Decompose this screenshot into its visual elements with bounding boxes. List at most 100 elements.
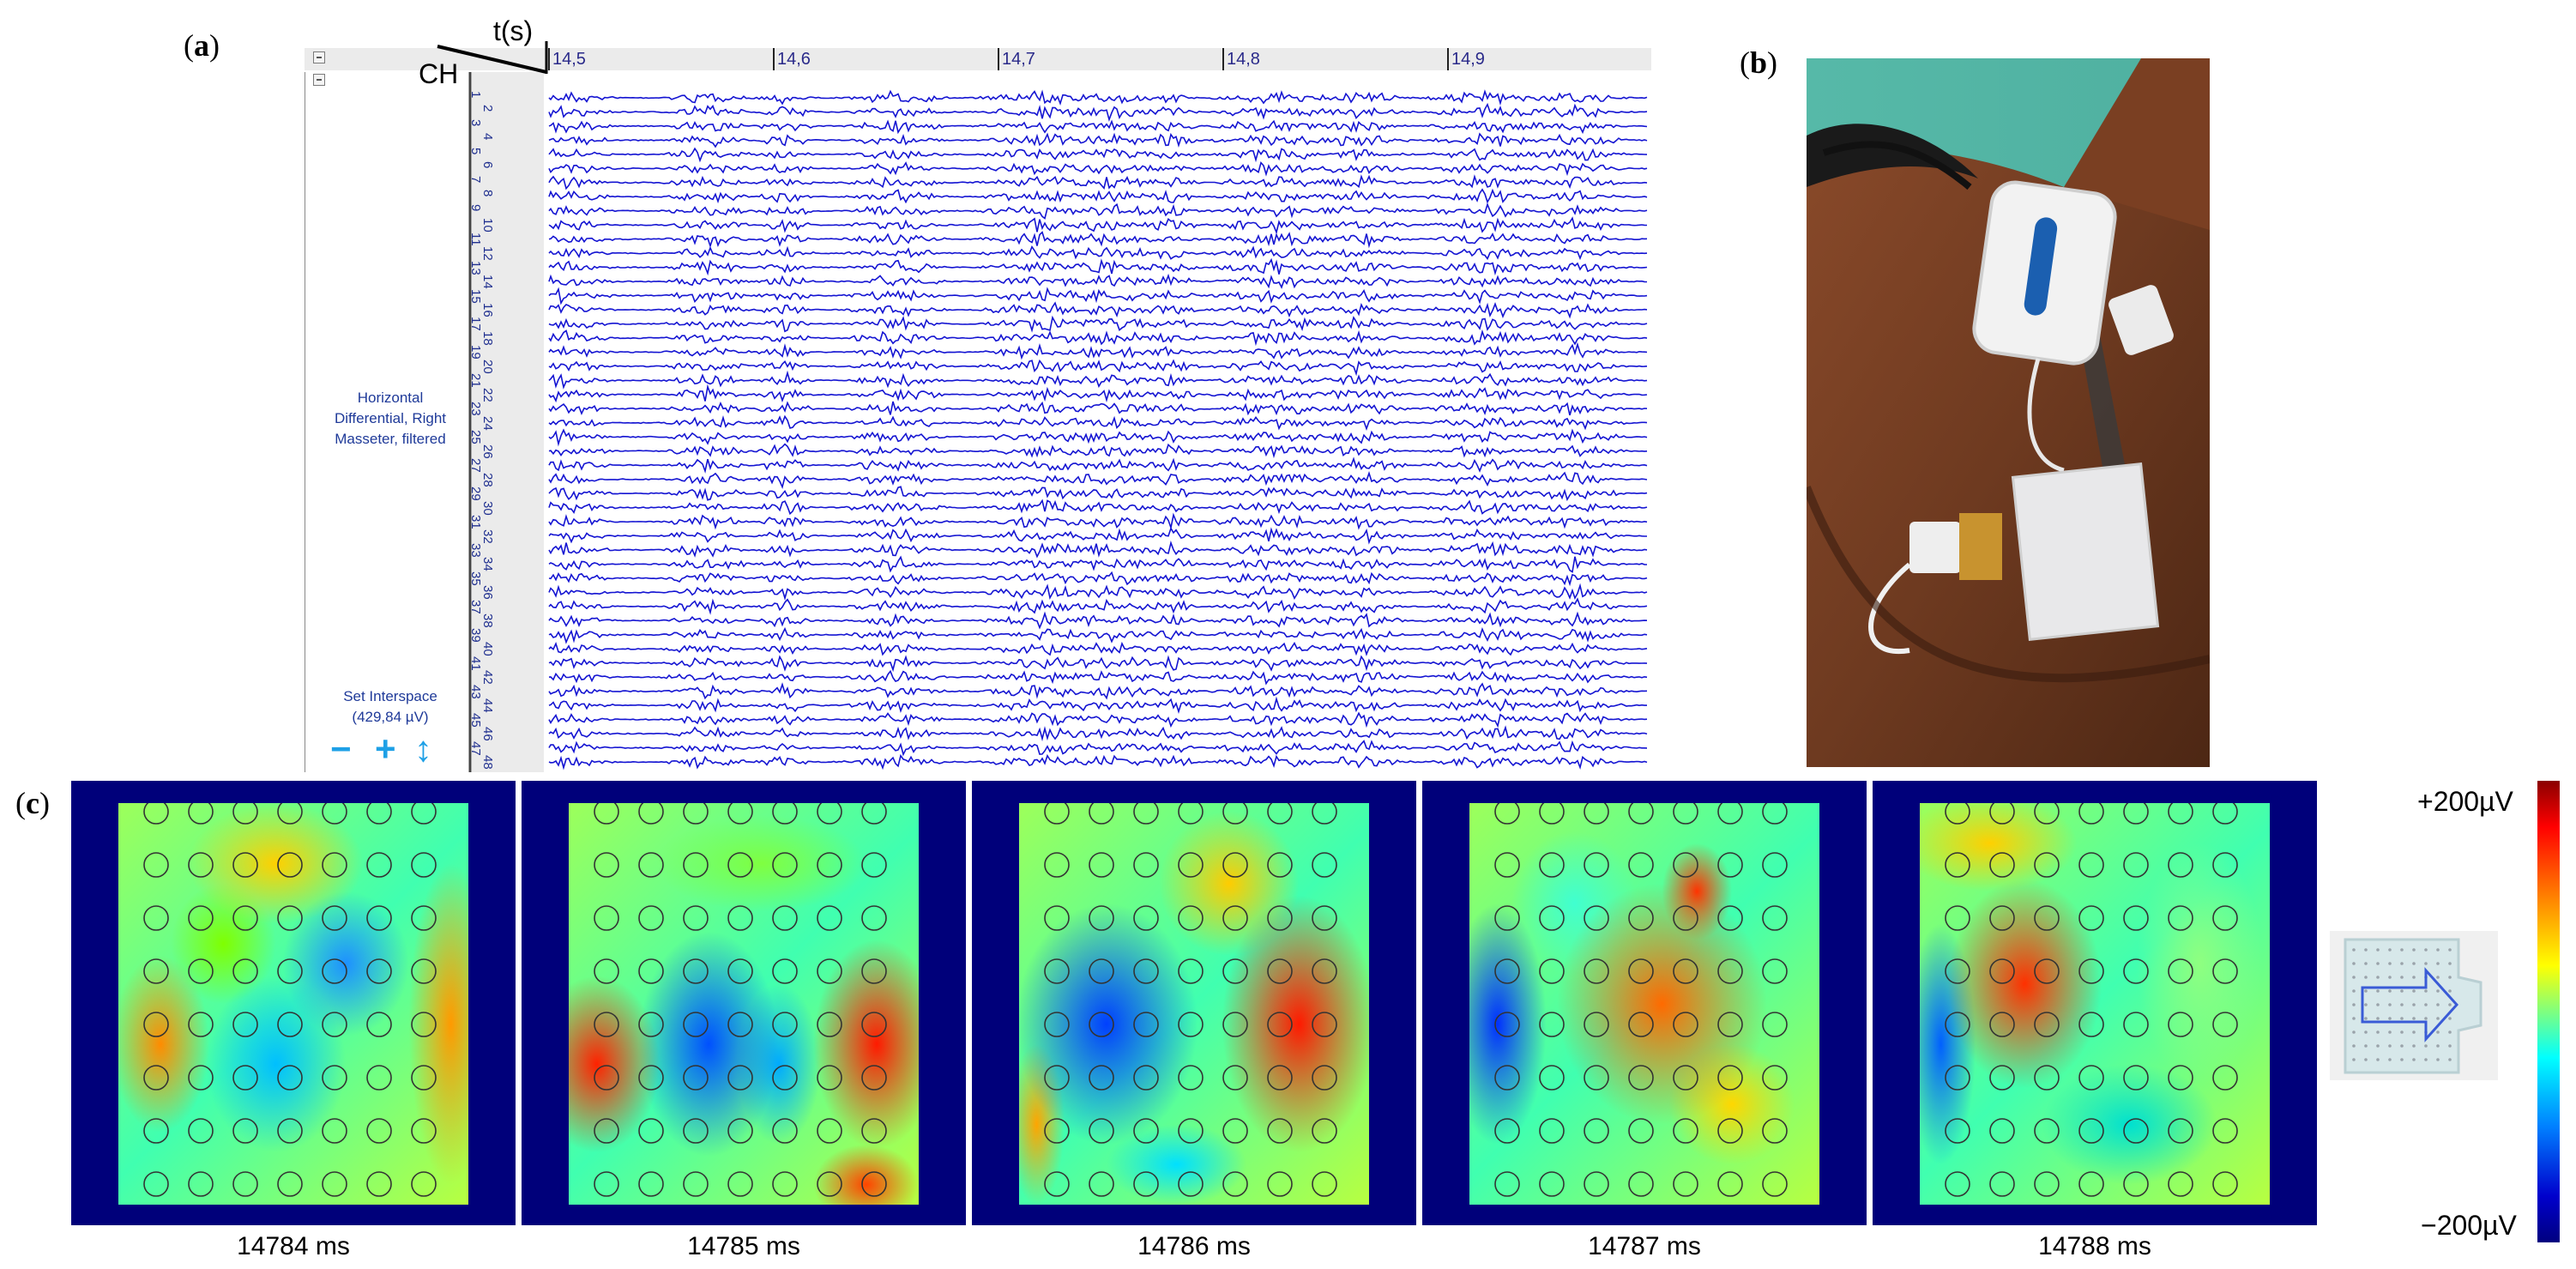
channel-label: 10 — [480, 218, 495, 233]
channel-label: 14 — [480, 275, 495, 289]
channel-label: 2 — [480, 105, 495, 112]
electrode-circle — [817, 958, 842, 984]
channel-trace — [548, 401, 1648, 416]
electrode-circle — [1267, 1118, 1293, 1144]
amplitude-map — [71, 781, 516, 1225]
electrode-circle — [2168, 1171, 2193, 1197]
channel-trace — [548, 540, 1648, 559]
electrode-circle — [2123, 803, 2149, 825]
electrode-circle — [2212, 1012, 2238, 1037]
electrode-circle — [772, 1065, 798, 1091]
channel-trace — [548, 641, 1648, 656]
time-tick-label: 14,7 — [1002, 50, 1035, 69]
electrode-circle — [1989, 803, 2015, 825]
electrode-circle — [1945, 803, 1970, 825]
electrode-circle — [1089, 852, 1114, 878]
signal-description: Horizontal Differential, Right Masseter,… — [334, 390, 447, 447]
channel-trace — [548, 341, 1648, 360]
channel-trace — [548, 89, 1648, 106]
electrode-circle — [366, 905, 392, 931]
electrode-circle — [1178, 803, 1204, 825]
electrode-circle — [1762, 803, 1788, 825]
electrode-circle — [1267, 852, 1293, 878]
amplitude-map — [1873, 781, 2317, 1225]
electrode-circle — [727, 1012, 753, 1037]
electrode-circle — [1089, 1118, 1114, 1144]
channel-label: 22 — [480, 387, 495, 402]
resize-interspace-button[interactable]: ↕ — [414, 728, 432, 769]
electrode-circle — [772, 1012, 798, 1037]
electrode-circle — [2168, 1012, 2193, 1037]
channel-trace — [548, 740, 1648, 757]
channel-label: 46 — [480, 727, 495, 741]
electrode-circle — [1628, 1012, 1654, 1037]
electrode-circle — [1089, 958, 1114, 984]
electrode-circle — [2078, 1065, 2104, 1091]
electrode-circle — [232, 1118, 258, 1144]
electrode-circle — [1717, 1171, 1743, 1197]
decrease-interspace-button[interactable]: − — [330, 728, 352, 769]
electrode-circle — [411, 803, 437, 825]
panel-label-c: (c) — [15, 786, 50, 820]
channel-label: 35 — [468, 571, 483, 586]
increase-interspace-button[interactable]: + — [375, 728, 396, 769]
electrode-circle — [2168, 905, 2193, 931]
electrode-circle — [366, 803, 392, 825]
electrode-circle — [2168, 1065, 2193, 1091]
electrode-circle — [594, 803, 619, 825]
channel-label: 23 — [468, 402, 483, 416]
electrode-circle — [1628, 1171, 1654, 1197]
amplitude-map-heatmap — [569, 803, 919, 1205]
electrode-circle — [411, 1012, 437, 1037]
electrode-circle — [1673, 803, 1698, 825]
electrode-circle — [1494, 1171, 1520, 1197]
channel-label: 4 — [480, 133, 495, 141]
horse-with-sensor-photo — [1807, 58, 2210, 767]
channel-trace — [548, 428, 1648, 447]
channel-trace — [548, 384, 1648, 403]
electrode-circle — [638, 905, 664, 931]
channel-label: 25 — [468, 430, 483, 444]
channel-trace — [548, 725, 1648, 742]
channel-label: 12 — [480, 246, 495, 261]
channel-trace — [548, 231, 1648, 249]
electrode-circle — [2168, 958, 2193, 984]
electrode-circle — [1539, 1171, 1565, 1197]
electrode-circle — [143, 905, 169, 931]
electrode-circle — [143, 958, 169, 984]
electrode-circle — [143, 1171, 169, 1197]
electrode-circle — [143, 803, 169, 825]
electrode-circle — [1133, 803, 1159, 825]
electrode-circle — [1762, 1171, 1788, 1197]
electrode-circle — [594, 905, 619, 931]
channel-traces — [548, 89, 1648, 770]
electrode-circle — [1222, 1012, 1248, 1037]
emg-signal-viewer: t(s) CH 14,5 14,6 14,7 14,8 14,9 1 2 3 4 5 6 7 8 9 10… — [305, 15, 1651, 772]
electrode-circle — [1133, 905, 1159, 931]
electrode-circle — [727, 1065, 753, 1091]
channel-trace — [548, 414, 1648, 431]
collapse-channel-button[interactable] — [313, 74, 325, 86]
amplitude-map — [522, 781, 966, 1225]
electrode-circle — [772, 905, 798, 931]
electrode-circle — [772, 1118, 798, 1144]
electrode-circle — [1945, 852, 1970, 878]
electrode-circle — [1673, 958, 1698, 984]
electrode-circle — [1312, 1171, 1337, 1197]
electrode-circle — [817, 852, 842, 878]
electrode-grid-orientation-icon — [2330, 931, 2498, 1080]
electrode-circle — [2123, 852, 2149, 878]
electrode-circle — [2212, 803, 2238, 825]
electrode-circle — [188, 852, 214, 878]
electrode-circle — [232, 1012, 258, 1037]
electrode-circle — [1717, 1065, 1743, 1091]
channel-label: 24 — [480, 415, 495, 431]
electrode-circle — [1539, 803, 1565, 825]
electrode-circle — [2212, 1065, 2238, 1091]
electrode-circle — [1044, 1065, 1070, 1091]
electrode-circle — [727, 1171, 753, 1197]
collapse-time-button[interactable] — [313, 51, 325, 63]
channel-trace — [548, 669, 1648, 686]
electrode-circle — [1628, 958, 1654, 984]
electrode-circle — [1044, 852, 1070, 878]
